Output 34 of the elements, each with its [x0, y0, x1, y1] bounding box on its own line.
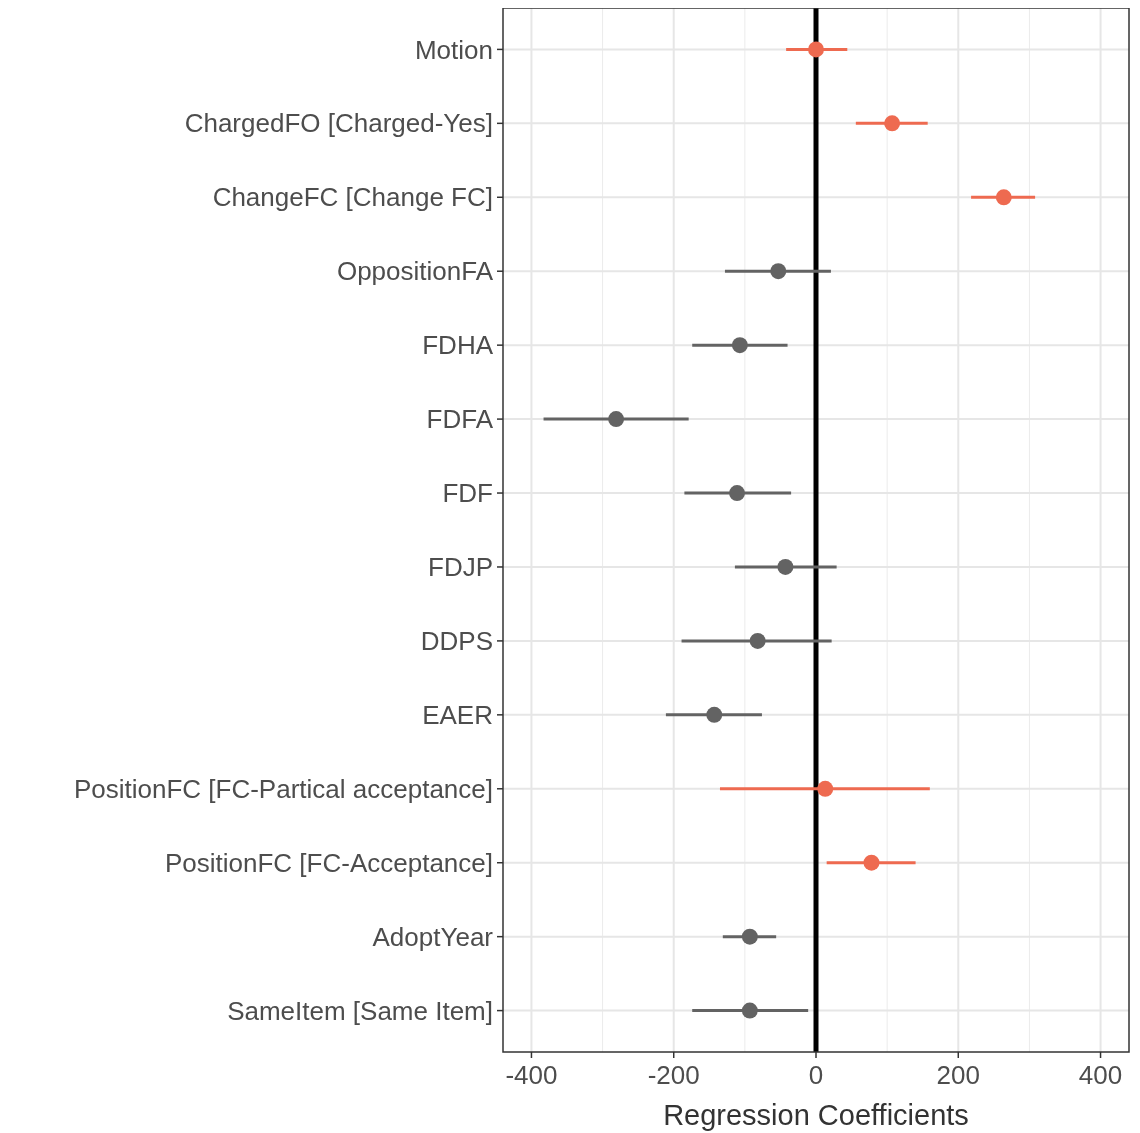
point: [995, 189, 1012, 206]
y-tick-label: AdoptYear: [372, 921, 494, 952]
point: [729, 485, 746, 501]
point: [731, 337, 748, 354]
point: [608, 411, 625, 428]
point: [741, 1002, 758, 1019]
point: [706, 706, 723, 723]
y-tick-label: FDHA: [422, 330, 494, 361]
point: [884, 115, 901, 132]
y-tick-label: EAER: [422, 699, 493, 730]
y-tick-label: PositionFC [FC-Acceptance]: [164, 847, 493, 878]
y-tick-label: Motion: [414, 34, 493, 65]
point: [808, 41, 824, 58]
x-tick-label: -200: [647, 1060, 700, 1090]
point: [863, 854, 880, 871]
x-tick-label: -400: [505, 1060, 558, 1090]
x-axis-title: Regression Coefficients: [663, 1099, 969, 1131]
x-tick-label: 200: [936, 1060, 980, 1090]
y-tick-label: ChargedFO [Charged-Yes]: [184, 108, 493, 139]
y-tick-label: FDFA: [426, 404, 494, 435]
y-tick-label: PositionFC [FC-Partical acceptance]: [73, 773, 493, 804]
point: [749, 632, 766, 649]
y-tick-label: FDF: [442, 478, 493, 509]
y-tick-label: DDPS: [420, 626, 493, 657]
y-tick-label: FDJP: [428, 552, 493, 583]
point: [777, 559, 794, 575]
point: [770, 263, 787, 280]
point: [817, 780, 834, 797]
y-tick-label: OppositionFA: [336, 256, 494, 287]
x-tick-label: 0: [808, 1060, 824, 1090]
y-tick-label: ChangeFC [Change FC]: [212, 182, 493, 213]
x-tick-label: 400: [1078, 1060, 1123, 1090]
point: [741, 928, 758, 945]
y-tick-label: SameItem [Same Item]: [227, 995, 493, 1026]
